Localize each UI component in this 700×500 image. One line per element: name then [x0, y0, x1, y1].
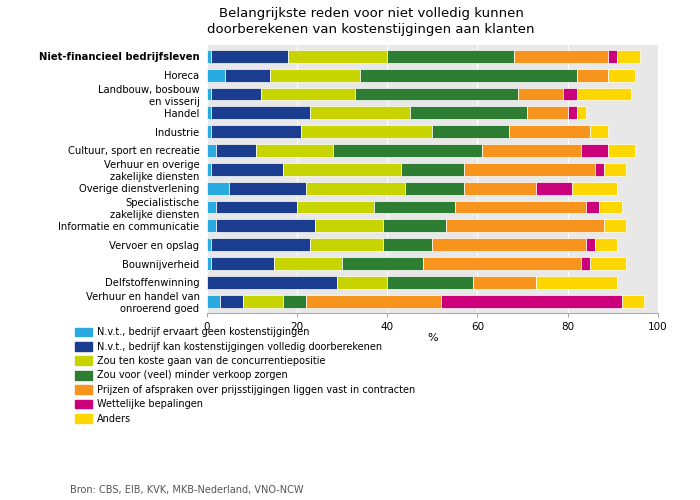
- Bar: [383, 238, 433, 251]
- Bar: [383, 220, 446, 232]
- Bar: [206, 144, 216, 157]
- Bar: [581, 257, 590, 270]
- Bar: [410, 106, 527, 119]
- Bar: [306, 182, 405, 194]
- Bar: [387, 50, 514, 62]
- Bar: [572, 182, 617, 194]
- Legend: N.v.t., bedrijf ervaart geen kostenstijgingen, N.v.t., bedrijf kan kostenstijgin: N.v.t., bedrijf ervaart geen kostenstijg…: [75, 328, 416, 424]
- Bar: [216, 200, 297, 213]
- Bar: [310, 106, 410, 119]
- Bar: [274, 257, 342, 270]
- Bar: [387, 276, 473, 289]
- Bar: [206, 276, 337, 289]
- Bar: [310, 238, 383, 251]
- Bar: [509, 125, 590, 138]
- Bar: [482, 144, 581, 157]
- Bar: [405, 182, 464, 194]
- Bar: [608, 68, 636, 82]
- Bar: [243, 295, 284, 308]
- Bar: [211, 163, 284, 175]
- Bar: [433, 125, 509, 138]
- Bar: [590, 257, 626, 270]
- Bar: [374, 200, 455, 213]
- Bar: [360, 68, 577, 82]
- Bar: [424, 257, 581, 270]
- Bar: [527, 106, 568, 119]
- Bar: [206, 238, 211, 251]
- Bar: [577, 106, 586, 119]
- Bar: [260, 88, 356, 101]
- Bar: [220, 295, 243, 308]
- Bar: [604, 220, 626, 232]
- Bar: [206, 295, 220, 308]
- Bar: [284, 163, 400, 175]
- Bar: [595, 238, 617, 251]
- Bar: [216, 144, 256, 157]
- Bar: [536, 276, 617, 289]
- Bar: [356, 88, 518, 101]
- Bar: [211, 125, 301, 138]
- Bar: [315, 220, 383, 232]
- Bar: [518, 88, 564, 101]
- Text: Belangrijkste reden voor niet volledig kunnen
doorberekenen van kostenstijgingen: Belangrijkste reden voor niet volledig k…: [207, 8, 535, 36]
- Bar: [455, 200, 586, 213]
- Bar: [301, 125, 433, 138]
- Bar: [446, 220, 604, 232]
- Bar: [211, 88, 260, 101]
- Bar: [433, 238, 586, 251]
- Bar: [333, 144, 482, 157]
- Bar: [577, 68, 608, 82]
- Bar: [211, 238, 310, 251]
- Bar: [211, 257, 274, 270]
- Bar: [599, 200, 622, 213]
- Bar: [586, 238, 595, 251]
- Bar: [595, 163, 604, 175]
- Bar: [206, 220, 216, 232]
- Bar: [514, 50, 608, 62]
- Bar: [206, 68, 225, 82]
- Bar: [464, 163, 595, 175]
- Bar: [206, 50, 211, 62]
- Bar: [586, 200, 599, 213]
- Bar: [473, 276, 536, 289]
- Bar: [337, 276, 387, 289]
- Bar: [206, 182, 229, 194]
- Bar: [229, 182, 306, 194]
- Bar: [211, 50, 288, 62]
- Bar: [617, 50, 640, 62]
- Bar: [400, 163, 464, 175]
- Bar: [206, 200, 216, 213]
- Bar: [464, 182, 536, 194]
- Bar: [306, 295, 441, 308]
- Bar: [206, 163, 211, 175]
- Bar: [284, 295, 306, 308]
- Bar: [564, 88, 577, 101]
- Bar: [270, 68, 360, 82]
- Bar: [211, 106, 310, 119]
- Bar: [608, 144, 636, 157]
- Bar: [206, 257, 211, 270]
- Bar: [604, 163, 626, 175]
- Bar: [206, 106, 211, 119]
- Bar: [608, 50, 617, 62]
- Bar: [590, 125, 608, 138]
- Bar: [256, 144, 333, 157]
- Bar: [206, 88, 211, 101]
- Bar: [288, 50, 387, 62]
- Bar: [622, 295, 645, 308]
- Bar: [342, 257, 423, 270]
- Bar: [577, 88, 631, 101]
- Bar: [216, 220, 315, 232]
- Text: Bron: CBS, EIB, KVK, MKB-Nederland, VNO-NCW: Bron: CBS, EIB, KVK, MKB-Nederland, VNO-…: [70, 485, 304, 495]
- Bar: [297, 200, 374, 213]
- Bar: [206, 125, 211, 138]
- Bar: [581, 144, 608, 157]
- Bar: [568, 106, 577, 119]
- Bar: [536, 182, 572, 194]
- X-axis label: %: %: [427, 333, 438, 343]
- Bar: [441, 295, 622, 308]
- Bar: [225, 68, 270, 82]
